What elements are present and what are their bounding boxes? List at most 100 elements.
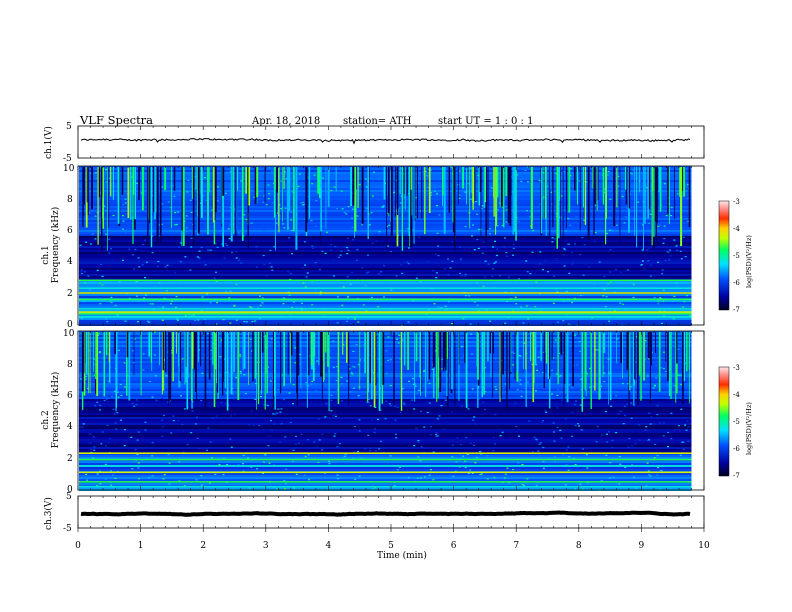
- ch2-speckle: [263, 404, 266, 406]
- ch1-speckle: [285, 178, 288, 180]
- ch1-sferic: [369, 167, 370, 215]
- ch2-speckle: [191, 410, 194, 412]
- ch2-sferic: [89, 332, 91, 394]
- ch1-sferic: [683, 167, 685, 197]
- ch1-speckle: [675, 245, 678, 247]
- ch2-speckle: [659, 487, 662, 490]
- ch2-speckle: [379, 409, 382, 411]
- ch1-sferic: [138, 167, 140, 201]
- ch1-speckle: [594, 231, 597, 234]
- ch2-speckle: [645, 426, 648, 428]
- ch1-speckle: [438, 214, 441, 216]
- ch2-speckle: [307, 439, 310, 441]
- ch1-speckle: [377, 178, 380, 180]
- ch2-band-row: [79, 357, 692, 359]
- ch2-speckle: [579, 404, 582, 406]
- ch1-speckle: [645, 217, 648, 219]
- ch2-speckle: [239, 372, 242, 374]
- ch2-band-row: [79, 413, 692, 415]
- ch2-speckle: [404, 351, 407, 354]
- ch1-speckle: [110, 248, 113, 250]
- ch2-speckle: [581, 488, 584, 490]
- ch2-sferic: [274, 332, 276, 396]
- ch1-speckle: [569, 175, 572, 177]
- ch2-speckle: [84, 376, 87, 378]
- ch1-speckle: [174, 306, 177, 309]
- ch2-speckle: [86, 479, 89, 481]
- ch1-sferic: [453, 167, 456, 246]
- ch1-speckle: [171, 185, 174, 187]
- ch1-speckle: [365, 272, 368, 274]
- ch2-speckle: [541, 421, 544, 424]
- ch1-speckle: [83, 271, 86, 273]
- ch1-speckle: [263, 263, 266, 265]
- ch2-speckle: [619, 410, 622, 412]
- ch2-speckle: [552, 422, 555, 424]
- ch1-speckle: [497, 174, 500, 176]
- ch2-speckle: [656, 455, 659, 457]
- ch1-sferic: [159, 167, 162, 242]
- ch2-speckle: [91, 350, 94, 352]
- ch2-sferic: [287, 332, 289, 375]
- ch1-sferic: [484, 167, 486, 203]
- ch2-colorbar-tick-3: -3: [733, 364, 740, 372]
- ch2-speckle: [554, 339, 557, 341]
- ch2-speckle: [226, 464, 229, 466]
- ch2-speckle: [506, 467, 509, 469]
- ch2-speckle: [533, 436, 536, 438]
- ch1-speckle: [571, 185, 574, 187]
- ch2-band-row: [79, 393, 692, 395]
- ch2-speckle: [528, 420, 531, 422]
- ch1-sferic: [411, 167, 413, 216]
- ch2-speckle: [416, 357, 419, 360]
- ch2-sferic: [637, 332, 639, 406]
- ch1-speckle: [333, 275, 335, 277]
- ch2-speckle: [114, 477, 117, 479]
- ch2-speckle: [358, 430, 361, 432]
- ch1-band-row: [79, 208, 692, 210]
- ch2-speckle: [542, 331, 545, 333]
- ch2-band-row: [79, 479, 692, 481]
- ch2-speckle: [633, 476, 635, 478]
- ch2-speckle: [482, 401, 485, 403]
- ch1-speckle: [562, 300, 565, 302]
- ch2-speckle: [493, 477, 496, 479]
- ch2-speckle: [657, 466, 660, 469]
- ch2-sferic: [169, 332, 172, 401]
- ch1-sferic: [559, 167, 561, 201]
- ch1-speckle: [562, 320, 565, 322]
- ch1-speckle: [240, 262, 243, 264]
- ch2-speckle: [193, 423, 196, 425]
- ch2-sferic: [639, 332, 641, 376]
- ch2-band-row: [79, 337, 692, 339]
- ch1-speckle: [605, 296, 608, 298]
- ch1-speckle: [365, 207, 368, 209]
- ch2-speckle: [542, 467, 545, 469]
- ch1-sferic: [275, 167, 276, 251]
- ch1-speckle: [529, 216, 532, 218]
- ch1-speckle: [482, 241, 485, 243]
- ch2-speckle: [280, 408, 283, 410]
- ch2-speckle: [97, 332, 100, 335]
- ch2-speckle: [411, 341, 414, 343]
- ch2-speckle: [479, 473, 482, 476]
- ch2-speckle: [142, 353, 145, 355]
- ch1-band-row: [79, 318, 692, 320]
- ch1-speckle: [364, 178, 367, 180]
- ch2-speckle: [687, 426, 690, 428]
- ch2-sferic: [359, 332, 361, 381]
- ch1-sferic: [197, 167, 200, 234]
- ch2-sferic: [493, 332, 494, 354]
- ch1-sferic: [658, 167, 661, 192]
- ch1-speckle: [495, 254, 498, 257]
- ch1-speckle: [149, 303, 152, 305]
- ch1-speckle: [184, 315, 187, 317]
- ch2-speckle: [274, 413, 277, 415]
- ch2-speckle: [114, 422, 117, 424]
- ch2-speckle: [155, 399, 158, 401]
- ch1-speckle: [401, 272, 404, 274]
- ch1-speckle: [522, 322, 525, 324]
- ch2-speckle: [504, 473, 507, 475]
- ch2-speckle: [623, 414, 626, 417]
- ch1-sferic: [509, 167, 512, 226]
